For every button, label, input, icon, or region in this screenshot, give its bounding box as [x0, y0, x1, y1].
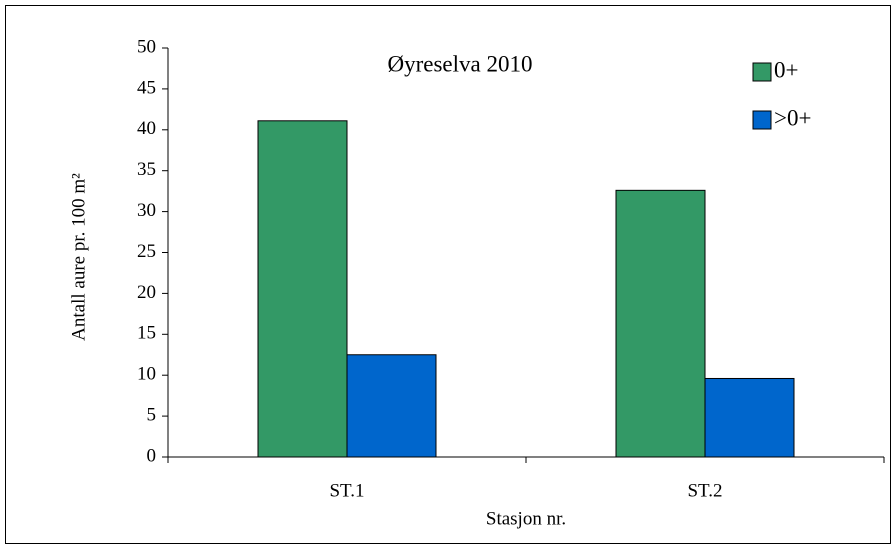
- y-tick-label: 20: [137, 282, 156, 303]
- y-tick-label: 0: [147, 445, 157, 466]
- y-tick-label: 45: [137, 77, 156, 98]
- bar: [257, 120, 348, 458]
- x-tick-label: ST.2: [687, 480, 722, 501]
- y-tick-label: 5: [147, 404, 157, 425]
- y-tick-label: 30: [137, 200, 156, 221]
- y-axis-label: Antall aure pr. 100 m²: [68, 173, 89, 341]
- y-tick-label: 25: [137, 241, 156, 262]
- y-tick-label: 10: [137, 364, 156, 385]
- legend-label: >0+: [774, 105, 811, 130]
- bar: [704, 377, 795, 458]
- legend-label: 0+: [774, 57, 798, 82]
- y-tick-label: 15: [137, 323, 156, 344]
- legend-swatch: [752, 62, 772, 82]
- bar: [346, 354, 437, 458]
- y-tick-label: 40: [137, 118, 156, 139]
- x-tick-label: ST.1: [329, 480, 364, 501]
- bar: [615, 189, 706, 458]
- chart-title: Øyreselva 2010: [388, 51, 533, 76]
- legend-swatch: [752, 110, 772, 130]
- x-axis-label: Stasjon nr.: [486, 508, 566, 529]
- y-tick-label: 35: [137, 159, 156, 180]
- y-tick-label: 50: [137, 36, 156, 57]
